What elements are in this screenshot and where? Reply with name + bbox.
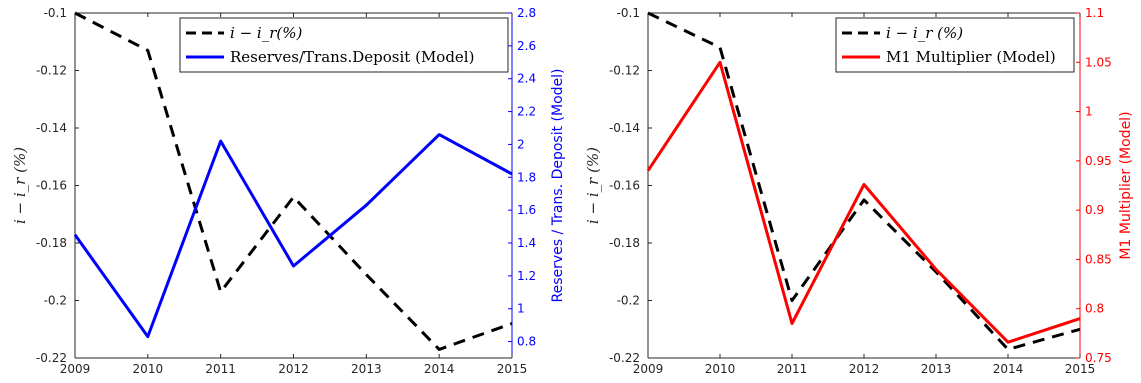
x-tick-label: 2015 [1065,362,1096,376]
left-y-tick-label: -0.14 [36,121,67,135]
legend: i − i_r (%) M1 Multiplier (Model) [835,17,1075,73]
right-y-tick-label: 2.2 [517,105,536,119]
right-y-tick-label: 0.95 [1085,154,1112,168]
right-y-tick-label: 1 [1085,105,1093,119]
right-y-tick-label: 0.8 [517,335,536,349]
right-y-axis-label: Reserves / Trans. Deposit (Model) [550,68,566,302]
right-y-tick-label: 1.4 [517,236,536,250]
left-y-tick-label: -0.22 [36,351,67,365]
legend-label: i − i_r (%) [886,24,963,42]
x-tick-label: 2009 [633,362,664,376]
left-y-tick-label: -0.22 [609,351,640,365]
x-tick-label: 2015 [497,362,528,376]
left-y-tick-label: -0.2 [617,294,640,308]
left-y-tick-label: -0.18 [36,236,67,250]
series-line-rate-spread [74,11,513,351]
left-y-axis-label: i − i_r (%) [584,147,602,224]
legend-label: Reserves/Trans.Deposit (Model) [230,48,474,66]
right-y-tick-label: 1.6 [517,203,536,217]
right-y-tick-label: 2.8 [517,6,536,20]
left-y-tick-label: -0.16 [36,179,67,193]
right-y-tick-label: 0.85 [1085,252,1112,266]
x-tick-label: 2014 [993,362,1024,376]
right-y-axis-label: M1 Multiplier (Model) [1118,111,1134,259]
x-tick-label: 2011 [777,362,808,376]
right-y-tick-label: 1.8 [517,170,536,184]
right-y-tick-label: 0.8 [1085,302,1104,316]
left-y-tick-label: -0.2 [44,294,67,308]
right-y-tick-label: 1.1 [1085,6,1104,20]
x-tick-label: 2014 [424,362,455,376]
right-y-tick-label: 1 [517,302,525,316]
legend-box [179,17,509,73]
x-tick-label: 2012 [849,362,880,376]
left-y-tick-label: -0.1 [617,6,640,20]
right-y-tick-label: 0.75 [1085,351,1112,365]
legend-label: M1 Multiplier (Model) [886,48,1056,66]
right-y-tick-label: 2.6 [517,39,536,53]
right-y-tick-label: 1.2 [517,269,536,283]
legend: i − i_r(%) Reserves/Trans.Deposit (Model) [179,17,509,73]
chart-panel-1: 2009 2010 2011 2012 2013 2014 2015 -0.1 -0.12 -0.… [11,6,566,376]
left-y-tick-label: -0.18 [609,236,640,250]
left-y-tick-label: -0.12 [609,64,640,78]
right-y-tick-label: 2.4 [517,72,536,86]
x-tick-label: 2010 [705,362,736,376]
series-line-model [646,60,1081,344]
x-tick-label: 2010 [133,362,164,376]
left-y-tick-label: -0.1 [44,6,67,20]
x-tick-label: 2013 [351,362,382,376]
series-line-rate-spread [647,11,1081,351]
right-y-tick-label: 0.9 [1085,203,1104,217]
left-y-tick-label: -0.16 [609,179,640,193]
left-y-axis-label: i − i_r (%) [11,147,29,224]
x-tick-label: 2012 [278,362,309,376]
left-y-tick-label: -0.12 [36,64,67,78]
left-y-tick-label: -0.14 [609,121,640,135]
right-y-tick-label: 2 [517,137,525,151]
series-line-model [73,133,513,339]
legend-label: i − i_r(%) [230,24,302,42]
legend-box [835,17,1075,73]
x-tick-label: 2009 [60,362,91,376]
right-y-tick-label: 1.05 [1085,55,1112,69]
x-tick-label: 2011 [205,362,236,376]
chart-panel-2: 2009 2010 2011 2012 2013 2014 2015 -0.1 -0.12 -0.… [584,6,1134,376]
x-tick-label: 2013 [921,362,952,376]
